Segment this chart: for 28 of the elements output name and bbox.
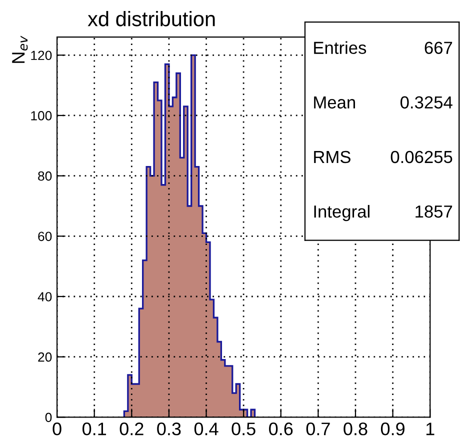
x-tick-label: 0.7	[306, 422, 330, 436]
x-tick-label: 0.3	[157, 422, 181, 436]
y-tick-label: 0	[45, 412, 52, 422]
x-tick-label: 0.9	[380, 422, 404, 436]
annotation: Integral	[314, 204, 370, 222]
x-tick-label: 0	[52, 422, 62, 436]
annotation: 1857	[416, 205, 452, 218]
y-tick-label: 20	[38, 352, 52, 362]
x-tick-label: 0.4	[194, 422, 218, 436]
y-tick-label: 120	[31, 50, 52, 60]
annotation: RMS	[314, 150, 350, 164]
y-tick-label: 80	[38, 171, 52, 181]
x-tick-label: 0.5	[232, 422, 256, 436]
x-tick-label: 0.8	[344, 422, 368, 436]
x-tick-label: 0.2	[120, 422, 144, 436]
y-axis-title: N$_{ev}$	[12, 36, 28, 63]
y-tick-label: 100	[31, 111, 52, 120]
annotation: Mean	[314, 96, 355, 109]
annotation: 667	[424, 42, 452, 54]
x-tick-label: 1	[426, 422, 434, 436]
y-tick-label: 60	[38, 232, 52, 242]
chart-title: xd distribution	[88, 11, 215, 26]
annotation: 0.3254	[400, 96, 452, 109]
annotation: Entries	[314, 41, 366, 54]
y-tick-label: 40	[38, 292, 52, 302]
x-tick-label: 0.6	[269, 422, 293, 436]
annotation: 0.06255	[390, 150, 452, 164]
x-tick-label: 0.1	[82, 422, 106, 436]
